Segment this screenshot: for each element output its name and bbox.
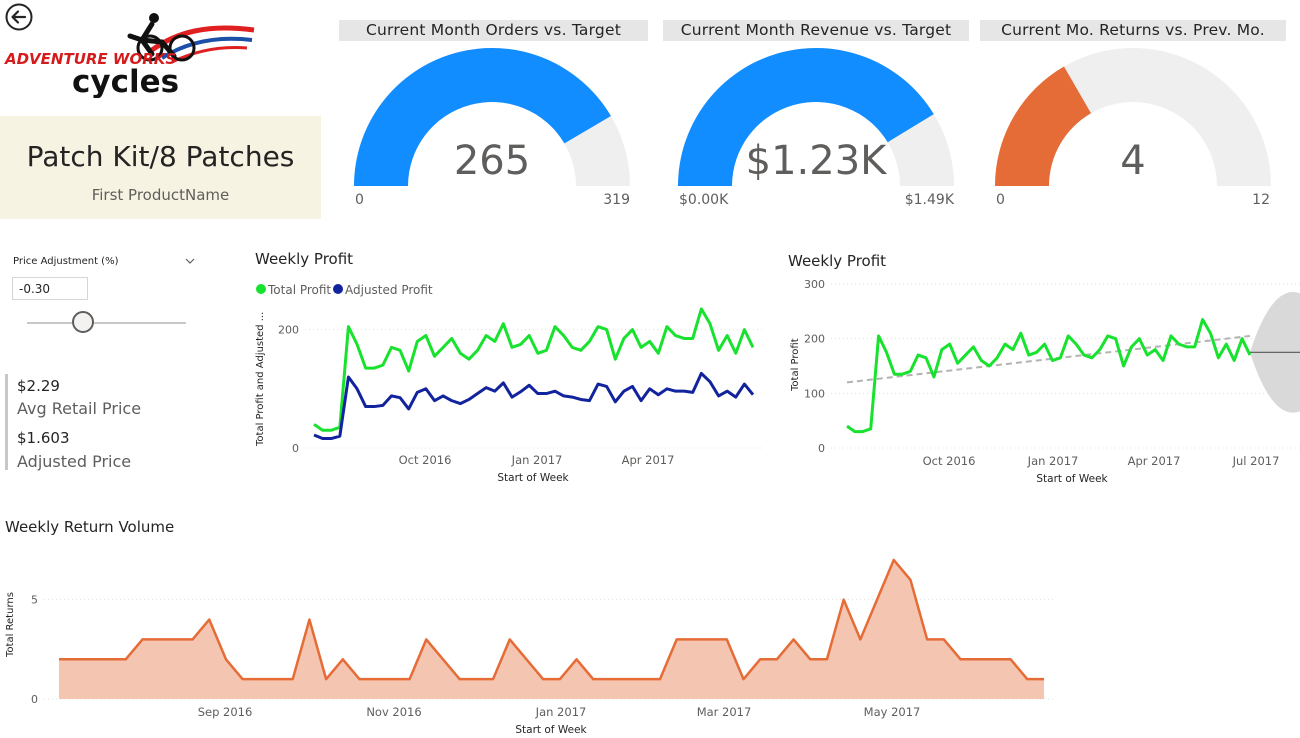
y-tick-label: 0 <box>292 442 299 455</box>
logo-line1: ADVENTURE WORKS <box>4 50 176 68</box>
x-tick-label: Jan 2017 <box>535 705 587 719</box>
gauge-value-arc <box>354 48 611 187</box>
chart-title: Weekly Profit <box>255 250 354 268</box>
y-axis-label: Total Returns <box>5 592 16 658</box>
legend-total-profit-label: Total Profit <box>267 283 331 297</box>
trend-line <box>846 334 1251 384</box>
x-tick-label: Oct 2016 <box>923 454 976 468</box>
card-label: First ProductName <box>91 186 230 204</box>
x-tick-label: Nov 2016 <box>366 705 421 719</box>
x-tick-label: Mar 2017 <box>697 705 752 719</box>
gauge-returns-dial: 4 0 12 <box>995 48 1271 208</box>
slider-track[interactable] <box>27 322 186 324</box>
gauge-orders-dial: 265 0 319 <box>354 48 630 208</box>
gauge-min: 0 <box>996 192 1005 208</box>
x-tick-label: Jul 2017 <box>1232 454 1280 468</box>
legend-total-profit-marker <box>256 284 266 294</box>
weekly-return-volume-chart: Total Returns Start of Week 0 5 Sep 2016 No… <box>5 558 1055 736</box>
gauge-min: 0 <box>355 192 364 208</box>
gauge-revenue-dial: $1.23K $0.00K $1.49K <box>678 48 955 208</box>
gauges-canvas: 265 0 319 $1.23K $0.00K $1.49K 4 0 12 <box>354 48 1271 208</box>
weekly-profit-chart: Total Profit Adjusted Profit Total Profi… <box>255 283 762 484</box>
gauge-value: 265 <box>454 138 530 184</box>
logo-line2: cycles <box>72 64 179 98</box>
x-tick-label: Jan 2017 <box>1027 454 1079 468</box>
x-tick-label: Apr 2017 <box>1128 454 1181 468</box>
gauge-title: Current Month Orders vs. Target <box>339 20 648 41</box>
legend: Total Profit Adjusted Profit <box>256 283 433 297</box>
y-tick-label: 100 <box>804 387 825 400</box>
x-tick-label: Jan 2017 <box>511 453 563 467</box>
x-tick-label: Sep 2016 <box>198 705 253 719</box>
back-arrow-icon[interactable] <box>4 2 34 32</box>
legend-adjusted-profit-marker <box>333 284 343 294</box>
chevron-down-icon[interactable] <box>183 254 197 268</box>
chart-title: Weekly Return Volume <box>5 518 175 536</box>
product-card: Patch Kit/8 Patches First ProductName <box>0 116 321 219</box>
x-tick-label: May 2017 <box>864 705 921 719</box>
slicer-title: Price Adjustment (%) <box>13 256 119 267</box>
gauge-value-arc <box>995 66 1091 186</box>
price-adjustment-input[interactable] <box>12 277 88 300</box>
x-tick-label: Apr 2017 <box>622 453 675 467</box>
avg-retail-value: $2.29 <box>17 377 60 395</box>
gauge-value: $1.23K <box>746 138 889 184</box>
gauge-title: Current Month Revenue vs. Target <box>663 20 969 41</box>
gauge-max: 12 <box>1252 192 1270 208</box>
x-axis-label: Start of Week <box>497 472 569 484</box>
series-line-total-profit <box>846 318 1252 434</box>
y-tick-label: 0 <box>818 442 825 455</box>
y-axis-label: Total Profit and Adjusted ... <box>255 312 266 447</box>
gauge-min: $0.00K <box>679 192 729 208</box>
series-line-adjusted-profit <box>313 371 755 441</box>
plot-area: 0 5 Sep 2016 Nov 2016 Jan 2017 Mar 2017 May 20… <box>31 558 1055 719</box>
y-tick-label: 0 <box>31 693 38 706</box>
card-value: Patch Kit/8 Patches <box>26 140 295 173</box>
plot-area: 0 100 200 300 Oct 2016 Jan 2017 Apr 2017 Jul 20… <box>804 278 1300 468</box>
legend-adjusted-profit-label: Adjusted Profit <box>345 283 433 297</box>
adjusted-price-label: Adjusted Price <box>17 452 132 471</box>
gauge-orders: Current Month Orders vs. Target <box>339 20 648 41</box>
gauge-returns: Current Mo. Returns vs. Prev. Mo. <box>980 20 1286 41</box>
gauge-value: 4 <box>1120 138 1145 184</box>
adventure-works-logo: ADVENTURE WORKS cycles <box>4 13 255 98</box>
returns-area <box>59 559 1044 699</box>
y-tick-label: 300 <box>804 278 825 291</box>
x-axis-label: Start of Week <box>1036 473 1108 485</box>
chart-title: Weekly Profit <box>788 252 887 270</box>
gauge-revenue: Current Month Revenue vs. Target <box>663 20 969 41</box>
gauge-title: Current Mo. Returns vs. Prev. Mo. <box>980 20 1286 41</box>
weekly-profit-forecast-chart: Total Profit Start of Week 0 100 200 300 Oct… <box>790 278 1300 485</box>
x-tick-label: Oct 2016 <box>399 453 452 467</box>
gauge-max: $1.49K <box>905 192 955 208</box>
avg-retail-label: Avg Retail Price <box>17 399 142 418</box>
y-tick-label: 5 <box>31 594 38 607</box>
y-tick-label: 200 <box>804 333 825 346</box>
gauge-value-arc <box>678 48 934 186</box>
gauge-max: 319 <box>603 192 630 208</box>
plot-area: 0 200 Oct 2016 Jan 2017 Apr 2017 <box>278 307 762 467</box>
slider-handle[interactable] <box>71 311 94 333</box>
series-line-total-returns <box>59 558 1044 681</box>
series-line-total-profit <box>313 307 755 432</box>
x-axis-label: Start of Week <box>515 724 587 736</box>
adjusted-price-value: $1.603 <box>17 429 70 447</box>
multirow-card-bar <box>5 374 8 470</box>
y-axis-label: Total Profit <box>790 338 801 392</box>
y-tick-label: 200 <box>278 324 299 337</box>
